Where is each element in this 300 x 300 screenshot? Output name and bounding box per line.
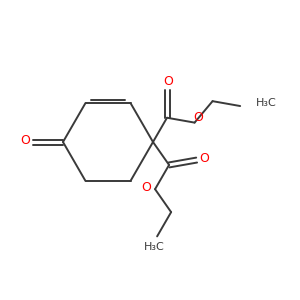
- Text: H₃C: H₃C: [144, 242, 164, 252]
- Text: H₃C: H₃C: [256, 98, 277, 108]
- Text: O: O: [194, 111, 203, 124]
- Text: O: O: [20, 134, 30, 148]
- Text: O: O: [141, 181, 151, 194]
- Text: O: O: [200, 152, 210, 165]
- Text: O: O: [163, 75, 173, 88]
